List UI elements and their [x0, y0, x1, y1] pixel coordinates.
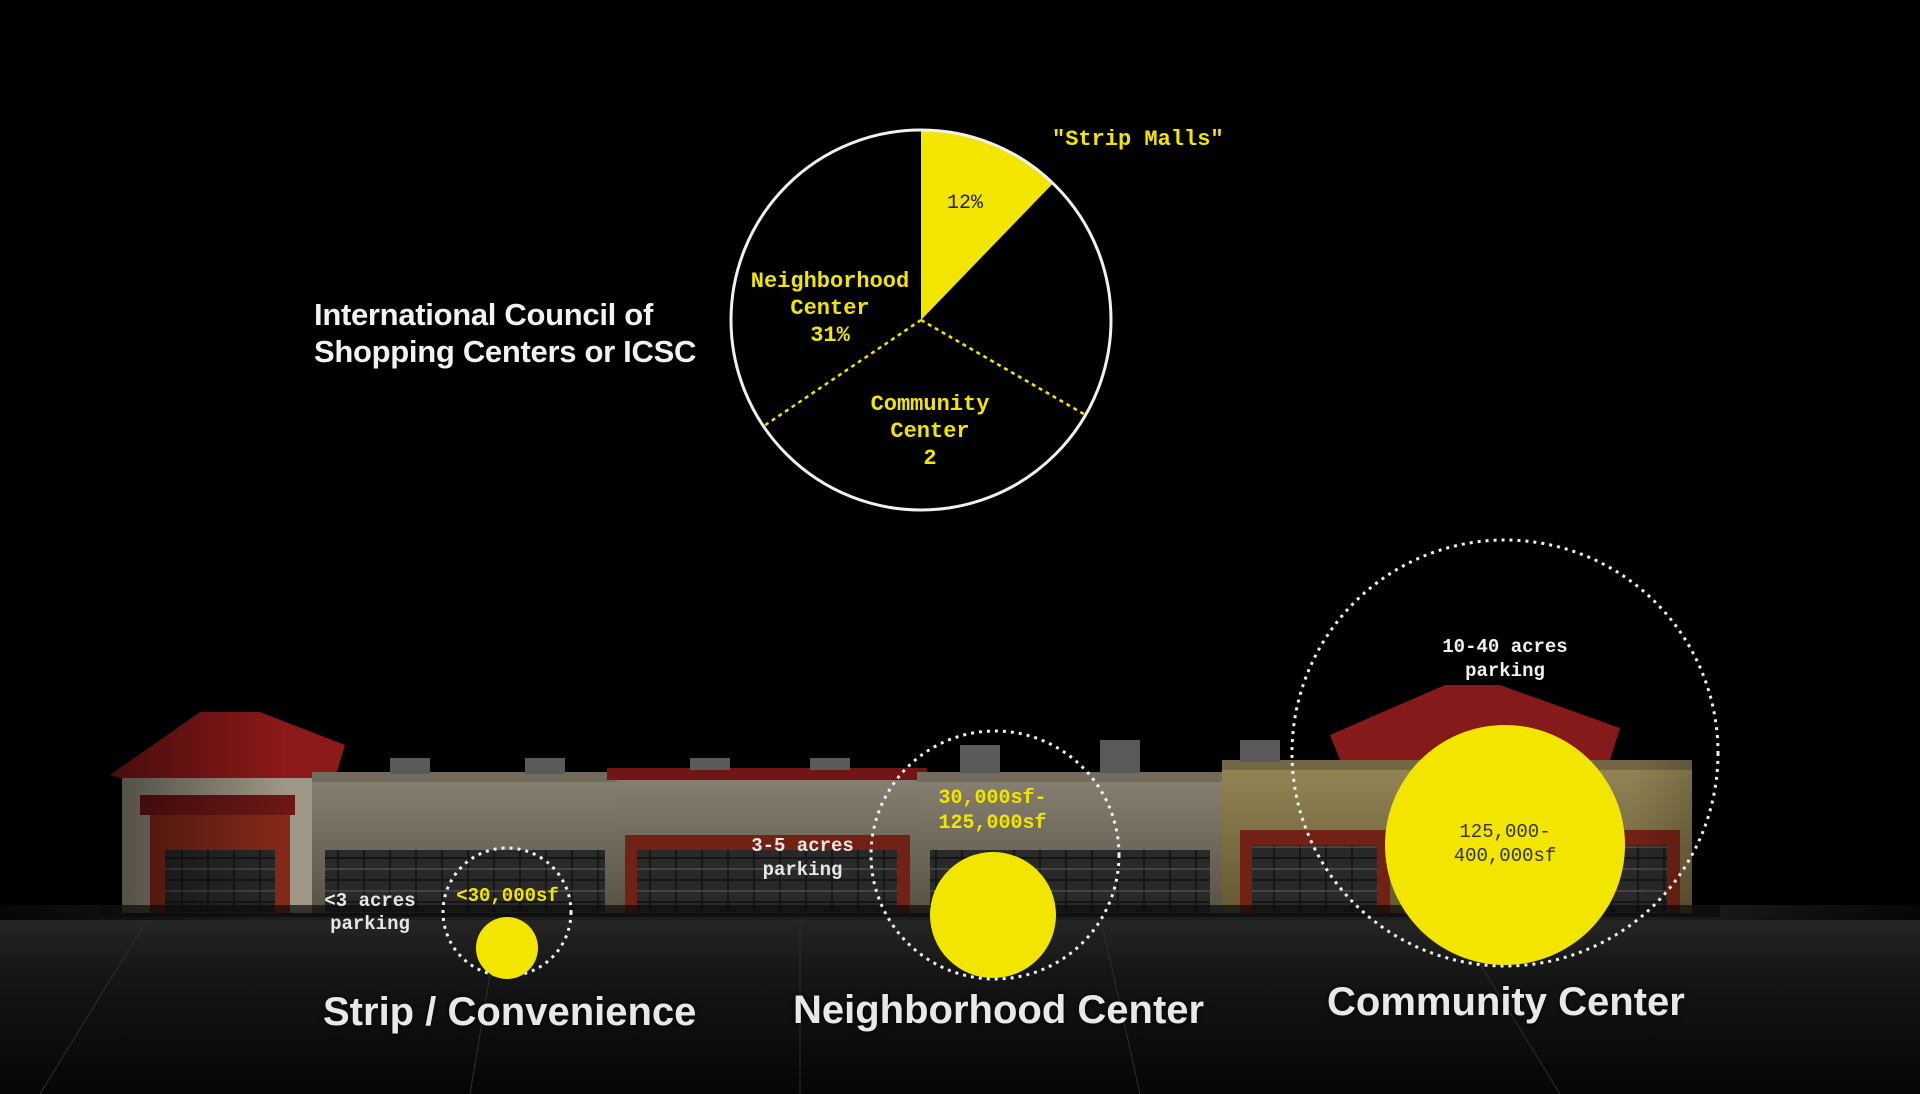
pie-chart: [729, 128, 1113, 512]
strip-size-label: <30,000sf: [456, 885, 559, 907]
community-outline-circle: [1290, 538, 1720, 968]
strip-parking-line-2: parking: [330, 913, 410, 935]
community-size-label: 125,000- 400,000sf: [1420, 820, 1590, 868]
heading-line-2: Shopping Centers or ICSC: [314, 334, 697, 369]
floor-shadow: [100, 905, 1720, 917]
neighborhood-size-disc: [930, 852, 1056, 978]
strip-size-disc: [476, 917, 538, 979]
community-parking-line-2: parking: [1465, 660, 1545, 682]
neighborhood-slice-name-2: Center: [790, 296, 870, 321]
neighborhood-slice-value: 31%: [810, 323, 850, 348]
neighborhood-slice-name: Neighborhood: [750, 269, 910, 294]
strip-parking-label: <3 acres parking: [300, 890, 440, 936]
pie-outline: [729, 128, 1113, 512]
neighborhood-size-line-2: 125,000sf: [938, 812, 1047, 835]
neighborhood-size-line-1: 30,000sf-: [938, 787, 1047, 810]
community-size-disc: [1385, 725, 1625, 965]
neighborhood-slice-label: Neighborhood Center 31%: [735, 268, 925, 349]
community-parking-line-1: 10-40 acres: [1442, 636, 1568, 658]
pie-slice-strip-malls: [921, 130, 1053, 320]
strip-malls-label: "Strip Malls": [1052, 127, 1224, 152]
community-size-line-2: 400,000sf: [1453, 845, 1557, 867]
neighborhood-parking-line-1: 3-5 acres: [751, 835, 854, 857]
strip-outline-circle: [441, 846, 573, 978]
heading-line-1: International Council of: [314, 297, 653, 332]
community-slice-name: Community: [870, 392, 990, 417]
strip-convenience-title: Strip / Convenience: [323, 990, 697, 1034]
icsc-heading: International Council of Shopping Center…: [314, 296, 696, 370]
community-size-line-1: 125,000-: [1459, 821, 1551, 843]
strip-malls-value: 12%: [946, 192, 983, 215]
neighborhood-size-label: 30,000sf- 125,000sf: [920, 786, 1065, 836]
neighborhood-outline-circle: [869, 729, 1121, 981]
community-slice-name-2: Center: [890, 419, 970, 444]
community-parking-label: 10-40 acres parking: [1425, 635, 1585, 683]
community-slice-label: Community Center 2: [845, 391, 1015, 472]
neighborhood-center-title: Neighborhood Center: [793, 988, 1205, 1032]
strip-parking-line-1: <3 acres: [324, 890, 416, 912]
neighborhood-parking-label: 3-5 acres parking: [735, 834, 870, 882]
community-center-title: Community Center: [1327, 980, 1685, 1024]
community-slice-value: 2: [923, 446, 937, 471]
size-circles: [441, 538, 1720, 981]
neighborhood-parking-line-2: parking: [762, 859, 843, 881]
